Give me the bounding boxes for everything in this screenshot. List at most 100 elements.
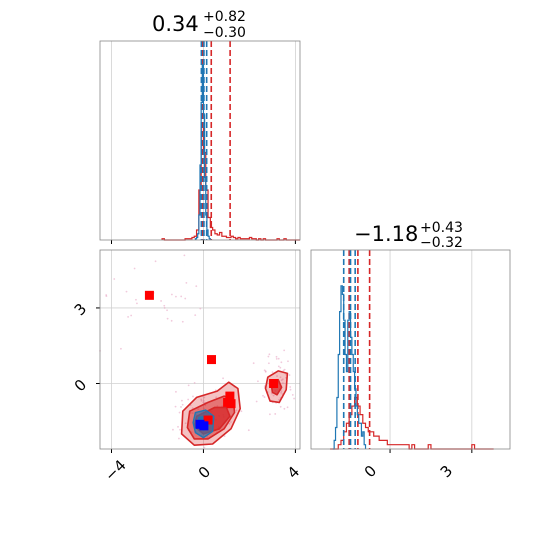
scatter-sample-point: [199, 307, 202, 310]
scatter-frame: [99, 249, 301, 450]
scatter-sample-point: [180, 295, 183, 298]
scatter-sample-point: [268, 353, 271, 356]
hist-x-series-0-step: [161, 126, 300, 241]
scatter-sample-point: [113, 278, 116, 280]
scatter-sample-point: [133, 267, 136, 270]
scatter-sample-point: [172, 428, 174, 431]
scatter-sample-point: [163, 307, 166, 309]
scatter-sample-point: [200, 398, 203, 401]
hist-x-frame: [99, 40, 301, 241]
scatter-sample-point: [286, 406, 289, 409]
hist-y-title-sub: −0.32: [420, 235, 463, 251]
scatter-sample-point: [289, 388, 292, 391]
scatter-sample-point: [191, 407, 194, 410]
scatter-y-tick-label: 3: [71, 300, 90, 319]
scatter-sample-point: [105, 294, 108, 296]
scatter-marker: [144, 290, 154, 300]
hist-x-panel: [99, 40, 301, 244]
scatter-sample-point: [222, 377, 224, 380]
hist-x-series-1-step: [194, 64, 211, 240]
scatter-sample-point: [282, 382, 284, 385]
scatter-x-tick-label: 0: [195, 463, 214, 482]
scatter-sample-point: [279, 366, 282, 369]
scatter-sample-point: [279, 405, 282, 408]
scatter-sample-point: [154, 260, 157, 263]
hist-y-title: −1.18 +0.43 −0.32: [354, 220, 463, 251]
scatter-panel: [96, 249, 301, 453]
hist-y-title-value: −1.18: [354, 222, 418, 246]
scatter-sample-point: [194, 314, 197, 317]
hist-y-x-tick-labels: 0 3: [361, 462, 456, 481]
scatter-sample-point: [136, 302, 138, 305]
scatter-sample-point: [184, 297, 187, 300]
scatter-sample-point: [223, 435, 226, 438]
scatter-sample-point: [283, 407, 286, 410]
scatter-sample-point: [178, 411, 181, 414]
scatter-sample-point: [183, 254, 186, 257]
scatter-sample-point: [235, 409, 238, 412]
scatter-sample-point: [279, 376, 282, 379]
hist-y-x-tick-label: 0: [361, 462, 380, 481]
scatter-sample-point: [255, 400, 258, 403]
scatter-sample-point: [257, 380, 259, 383]
scatter-sample-point: [130, 314, 133, 317]
hist-x-title-sub: −0.30: [203, 25, 246, 41]
scatter-marker: [206, 355, 216, 365]
scatter-sample-point: [181, 399, 183, 402]
hist-x-title-sup: +0.82: [203, 9, 246, 25]
scatter-marker: [269, 379, 279, 389]
scatter-sample-point: [240, 410, 243, 413]
scatter-sample-point: [291, 394, 294, 396]
scatter-sample-point: [175, 295, 177, 298]
scatter-sample-point: [200, 399, 203, 402]
scatter-y-tick-label: 0: [71, 376, 90, 395]
scatter-sample-point: [170, 319, 173, 322]
scatter-sample-point: [275, 355, 278, 358]
scatter-sample-point: [277, 365, 280, 368]
scatter-sample-point: [177, 425, 179, 428]
scatter-sample-point: [192, 395, 194, 398]
scatter-sample-point: [277, 357, 280, 360]
scatter-sample-point: [202, 401, 205, 404]
hist-y-x-tick-label: 3: [437, 462, 456, 481]
scatter-sample-point: [280, 379, 283, 382]
scatter-sample-point: [195, 285, 198, 288]
scatter-sample-point: [274, 413, 277, 415]
scatter-sample-point: [127, 316, 129, 318]
scatter-x-tick-label: 4: [284, 463, 303, 482]
scatter-sample-point: [179, 428, 181, 431]
scatter-sample-point: [166, 309, 168, 312]
scatter-sample-point: [187, 384, 190, 387]
scatter-sample-point: [120, 347, 122, 350]
hist-y-title-sup: +0.43: [420, 220, 463, 236]
scatter-sample-point: [228, 422, 231, 425]
scatter-sample-point: [282, 369, 285, 372]
hist-x-title-value: 0.34: [152, 12, 199, 36]
hist-x-title: 0.34 +0.82 −0.30: [152, 9, 246, 41]
scatter-sample-point: [276, 375, 278, 377]
scatter-sample-point: [170, 293, 173, 296]
scatter-sample-point: [229, 421, 232, 423]
scatter-sample-point: [163, 304, 166, 307]
scatter-sample-point: [160, 300, 162, 302]
scatter-marker: [203, 415, 213, 425]
scatter-sample-point: [181, 320, 184, 323]
scatter-sample-point: [252, 362, 255, 365]
scatter-sample-point: [184, 422, 187, 425]
scatter-sample-point: [293, 397, 295, 400]
scatter-sample-point: [166, 317, 169, 320]
scatter-sample-point: [215, 396, 218, 399]
scatter-sample-point: [263, 396, 266, 398]
hist-y-panel: [310, 249, 511, 453]
scatter-sample-point: [125, 290, 128, 293]
scatter-sample-point: [289, 386, 292, 388]
scatter-sample-point: [267, 362, 270, 365]
scatter-sample-point: [178, 437, 180, 440]
scatter-sample-point: [262, 394, 264, 397]
scatter-sample-point: [283, 349, 286, 352]
scatter-sample-point: [181, 403, 184, 406]
scatter-sample-point: [280, 390, 283, 393]
scatter-marker: [195, 419, 205, 429]
hist-y-frame: [310, 249, 511, 450]
